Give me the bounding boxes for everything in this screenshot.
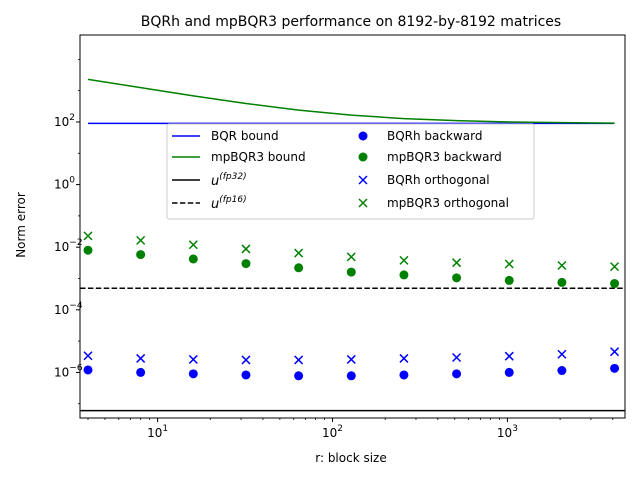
point-2-10 [610,347,620,357]
point-1-7 [452,273,462,283]
point-2-7 [452,352,462,363]
point-1-9 [557,277,567,287]
legend-label-2: u(fp32) [211,172,247,189]
y-axis: 10−6 10−4 10−2 100 102 [54,58,83,405]
legend-label-6: BQRh orthogonal [387,173,490,187]
x-tick-label-0: 101 [147,424,168,440]
point-2-9 [557,349,567,359]
point-3-10 [610,262,620,272]
point-1-4 [294,263,304,273]
line-1 [87,78,615,124]
point-3-4 [294,248,304,258]
point-2-6 [399,353,409,363]
point-1-6 [399,270,409,280]
point-0-3 [241,370,251,380]
point-2-3 [241,355,251,365]
legend-marker-5 [358,152,368,162]
x-tick-label-1: 102 [322,424,343,440]
point-2-5 [346,354,356,364]
point-0-1 [136,367,146,377]
x-axis-label: r: block size [315,451,387,465]
x-axis: 101 102 103 [87,418,614,440]
legend-label-3: u(fp16) [211,195,247,212]
point-0-10 [610,363,620,373]
legend-marker-4 [358,131,368,141]
point-0-0 [83,365,93,375]
point-0-8 [504,367,514,377]
point-3-2 [188,240,198,250]
chart-title: BQRh and mpBQR3 performance on 8192-by-8… [141,14,561,30]
point-2-0 [83,351,93,361]
legend-label-4: BQRh backward [387,129,482,143]
point-0-9 [557,366,567,376]
point-2-8 [504,351,514,361]
point-1-8 [504,275,514,285]
point-3-0 [83,231,93,241]
point-1-1 [136,250,146,260]
point-0-7 [452,369,462,379]
y-tick-label-2: 10−2 [54,238,83,254]
point-3-1 [136,235,146,245]
point-1-10 [610,279,620,289]
plot-area [79,34,626,419]
y-tick-label-4: 102 [54,113,75,129]
y-tick-label-3: 100 [54,176,75,192]
legend-box [166,123,535,220]
point-0-6 [399,370,409,380]
point-0-2 [188,369,198,379]
point-0-5 [346,371,356,381]
y-tick-label-0: 10−6 [54,363,83,379]
y-axis-label: Norm error [14,192,28,258]
point-3-9 [557,260,567,271]
axes-frame [79,34,626,419]
point-1-2 [188,254,198,264]
x-tick-label-2: 103 [497,424,518,440]
plot-marks [80,78,625,412]
point-3-3 [241,244,251,254]
legend-label-1: mpBQR3 bound [211,150,306,164]
legend-label-7: mpBQR3 orthogonal [387,196,509,210]
point-3-8 [504,259,514,269]
y-tick-label-1: 10−4 [54,301,83,317]
point-3-5 [346,252,356,262]
point-3-6 [399,255,409,265]
legend: BQR bound mpBQR3 bound u(fp32) u(fp16) BQRh … [166,123,535,220]
point-2-2 [188,354,198,364]
point-1-3 [241,259,251,269]
legend-label-5: mpBQR3 backward [387,150,502,164]
legend-label-0: BQR bound [211,129,279,143]
legend-marker-6 [358,175,368,185]
point-2-1 [136,353,146,363]
point-3-7 [452,258,462,268]
point-1-5 [346,267,356,277]
point-0-4 [294,371,304,381]
point-2-4 [294,355,304,365]
point-1-0 [83,245,93,255]
legend-marker-7 [358,198,368,208]
